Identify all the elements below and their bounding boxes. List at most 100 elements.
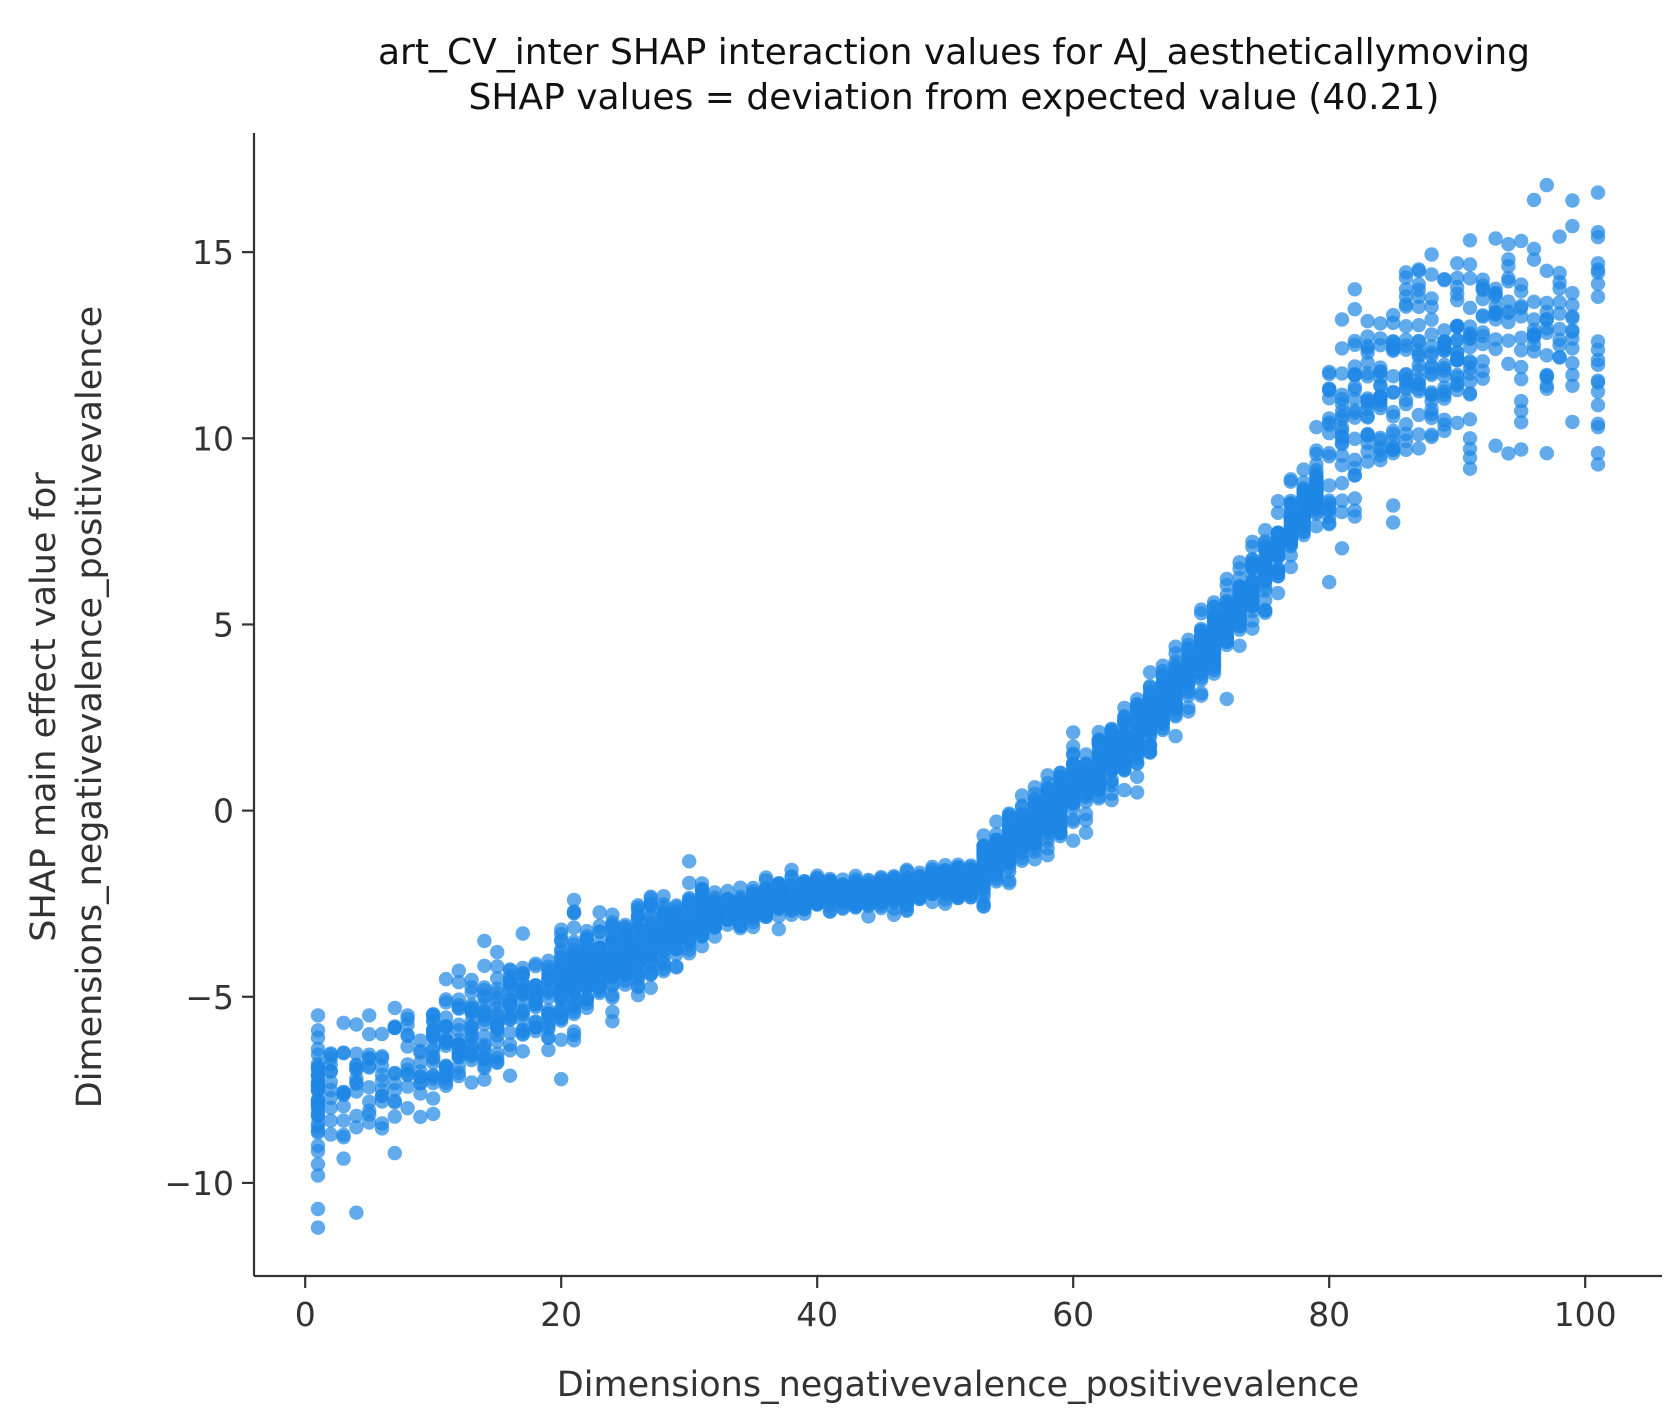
data-point bbox=[541, 968, 556, 983]
x-tick-label: 20 bbox=[540, 1295, 582, 1334]
data-point bbox=[1245, 552, 1260, 567]
data-point bbox=[1501, 237, 1516, 252]
data-point bbox=[554, 1032, 569, 1048]
data-point bbox=[1424, 345, 1439, 360]
data-point bbox=[1322, 574, 1337, 590]
data-point bbox=[1334, 408, 1350, 424]
data-point bbox=[733, 911, 748, 926]
data-point bbox=[374, 1088, 390, 1103]
data-point bbox=[1283, 527, 1299, 543]
data-point bbox=[1206, 660, 1222, 675]
data-point bbox=[733, 880, 748, 895]
x-tick-label: 40 bbox=[796, 1295, 838, 1334]
data-point bbox=[1066, 762, 1081, 777]
data-point bbox=[426, 1071, 441, 1086]
data-point bbox=[1296, 527, 1311, 543]
data-point bbox=[502, 978, 518, 993]
data-point bbox=[336, 1085, 351, 1100]
data-point bbox=[1130, 756, 1145, 771]
data-point bbox=[349, 1057, 364, 1073]
data-point bbox=[1322, 381, 1337, 397]
data-point bbox=[1053, 802, 1068, 818]
data-point bbox=[1181, 704, 1196, 719]
data-point bbox=[1565, 355, 1580, 371]
data-point bbox=[1398, 297, 1414, 312]
data-point bbox=[694, 919, 710, 934]
data-point bbox=[515, 1044, 530, 1059]
data-point bbox=[605, 934, 620, 949]
data-point bbox=[400, 1079, 415, 1094]
data-point bbox=[1270, 494, 1286, 509]
data-point bbox=[1501, 333, 1516, 348]
data-point bbox=[1347, 503, 1363, 518]
data-point bbox=[1258, 570, 1273, 585]
x-tick-label: 0 bbox=[295, 1295, 316, 1334]
data-point bbox=[1232, 638, 1247, 653]
data-point bbox=[771, 876, 786, 891]
data-point bbox=[1270, 505, 1286, 520]
data-point bbox=[1296, 509, 1311, 524]
data-point bbox=[1142, 744, 1158, 759]
data-point bbox=[1424, 247, 1439, 262]
data-point bbox=[374, 1026, 390, 1042]
data-point bbox=[963, 863, 978, 878]
data-point bbox=[989, 852, 1004, 868]
data-point bbox=[1002, 822, 1017, 837]
y-axis-label-line1: SHAP main effect value for bbox=[24, 472, 64, 942]
data-point bbox=[323, 1064, 338, 1079]
data-point bbox=[426, 1091, 441, 1106]
data-point bbox=[1347, 337, 1363, 352]
data-point bbox=[400, 1039, 415, 1054]
data-point bbox=[784, 900, 799, 915]
data-point bbox=[771, 922, 786, 937]
data-point bbox=[1283, 511, 1299, 527]
data-point bbox=[874, 900, 889, 916]
data-point bbox=[758, 881, 774, 896]
data-point bbox=[1219, 634, 1235, 650]
data-point bbox=[477, 1061, 492, 1076]
data-point bbox=[1130, 713, 1145, 728]
data-point bbox=[1462, 412, 1478, 427]
data-point bbox=[1232, 599, 1247, 614]
data-point bbox=[886, 874, 902, 890]
data-point bbox=[1206, 636, 1222, 651]
data-point bbox=[605, 970, 620, 985]
data-point bbox=[1053, 826, 1068, 841]
data-point bbox=[438, 1078, 454, 1094]
data-point bbox=[1514, 300, 1529, 316]
data-point bbox=[362, 1047, 377, 1062]
data-point bbox=[1437, 423, 1452, 439]
data-point bbox=[490, 944, 505, 960]
data-point bbox=[682, 930, 697, 945]
data-point bbox=[1488, 341, 1503, 357]
data-point bbox=[1360, 329, 1375, 344]
data-point bbox=[1373, 338, 1388, 353]
data-point bbox=[848, 868, 863, 884]
data-point bbox=[1373, 360, 1388, 375]
data-point bbox=[1514, 343, 1529, 358]
data-point bbox=[1002, 807, 1017, 823]
data-point bbox=[490, 1051, 505, 1066]
data-point bbox=[1462, 271, 1478, 286]
data-point bbox=[387, 1065, 402, 1081]
data-point bbox=[1142, 665, 1158, 680]
data-point bbox=[592, 951, 607, 966]
data-point bbox=[669, 960, 684, 975]
x-tick-label: 100 bbox=[1554, 1295, 1617, 1334]
data-point bbox=[1386, 426, 1401, 442]
data-point bbox=[349, 1075, 364, 1090]
data-point bbox=[566, 920, 582, 935]
data-point bbox=[592, 924, 607, 939]
data-point bbox=[1347, 431, 1363, 446]
data-point bbox=[1437, 363, 1452, 378]
data-point bbox=[541, 1042, 556, 1058]
data-point bbox=[1475, 371, 1491, 386]
data-point bbox=[1475, 354, 1491, 369]
data-point bbox=[566, 1024, 582, 1039]
data-point bbox=[1462, 441, 1478, 456]
data-point bbox=[1398, 375, 1414, 390]
data-point bbox=[682, 946, 697, 961]
data-point bbox=[1347, 368, 1363, 383]
data-point bbox=[1386, 409, 1401, 424]
data-point bbox=[387, 1145, 402, 1161]
